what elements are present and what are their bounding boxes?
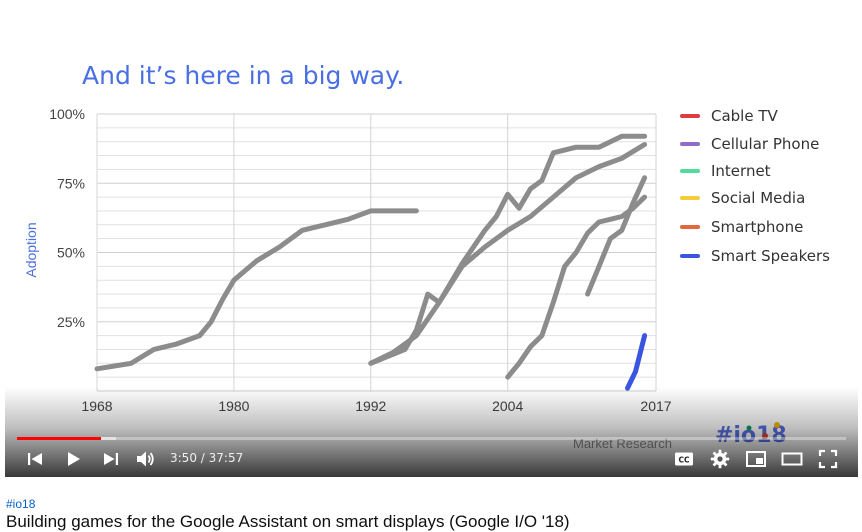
legend-label: Cable TV [711, 107, 779, 125]
progress-played [17, 437, 101, 440]
x-axis-ticks: 1968 1980 1992 2004 2017 [81, 398, 671, 414]
theater-mode-button[interactable] [780, 447, 804, 471]
mute-button[interactable] [134, 447, 158, 471]
series-line [505, 194, 648, 380]
series-line [625, 333, 648, 391]
legend-label: Internet [711, 162, 771, 180]
svg-text:CC: CC [678, 456, 690, 465]
captions-button[interactable]: CC [672, 447, 696, 471]
legend-label: Smart Speakers [711, 247, 830, 265]
y-tick-label: 50% [57, 245, 85, 261]
io18-logo: #io18 [715, 422, 787, 448]
play-icon [68, 452, 80, 466]
time-display: 3:50 / 37:57 [170, 451, 243, 465]
chart-series [94, 133, 648, 391]
settings-button[interactable] [708, 447, 732, 471]
fullscreen-button[interactable] [816, 447, 840, 471]
y-axis-ticks: 100% 75% 50% 25% [49, 106, 85, 330]
miniplayer-button[interactable] [744, 447, 768, 471]
x-tick-label: 2004 [492, 398, 523, 414]
skip-previous-icon [28, 453, 42, 465]
series-line [94, 208, 419, 372]
y-tick-label: 100% [49, 106, 85, 122]
y-tick-label: 75% [57, 175, 85, 191]
series-line [585, 175, 648, 297]
gear-icon [710, 449, 730, 469]
axis-y-label: Adoption [23, 222, 39, 277]
video-frame-slide: And it’s here in a big way. Adoption 100… [23, 61, 830, 451]
legend-label: Cellular Phone [711, 135, 819, 153]
volume-icon [137, 451, 154, 467]
time-separator: / [196, 451, 209, 465]
skip-next-icon [104, 453, 118, 465]
chart-legend: Cable TV Cellular Phone Internet Social Med… [680, 107, 830, 265]
x-tick-label: 1980 [218, 398, 249, 414]
legend-label: Smartphone [711, 218, 803, 236]
x-tick-label: 1992 [355, 398, 386, 414]
duration: 37:57 [208, 451, 244, 465]
play-button[interactable] [61, 447, 85, 471]
next-button[interactable] [99, 447, 123, 471]
previous-button[interactable] [23, 447, 47, 471]
legend-label: Social Media [711, 189, 805, 207]
slide-title: And it’s here in a big way. [82, 61, 404, 90]
chart-grid [96, 113, 657, 392]
video-title: Building games for the Google Assistant … [6, 512, 570, 531]
current-time: 3:50 [170, 451, 197, 465]
series-line [368, 142, 648, 366]
series-line [368, 133, 648, 366]
hashtag-link[interactable]: #io18 [6, 497, 36, 511]
y-tick-label: 25% [57, 314, 85, 330]
theater-mode-icon [781, 452, 803, 466]
video-player[interactable]: And it’s here in a big way. Adoption 100… [5, 0, 858, 477]
miniplayer-icon [746, 451, 766, 467]
progress-bar[interactable] [17, 437, 846, 440]
x-tick-label: 2017 [640, 398, 671, 414]
x-tick-label: 1968 [81, 398, 112, 414]
closed-captions-icon: CC [675, 452, 693, 466]
fullscreen-icon [818, 449, 838, 469]
